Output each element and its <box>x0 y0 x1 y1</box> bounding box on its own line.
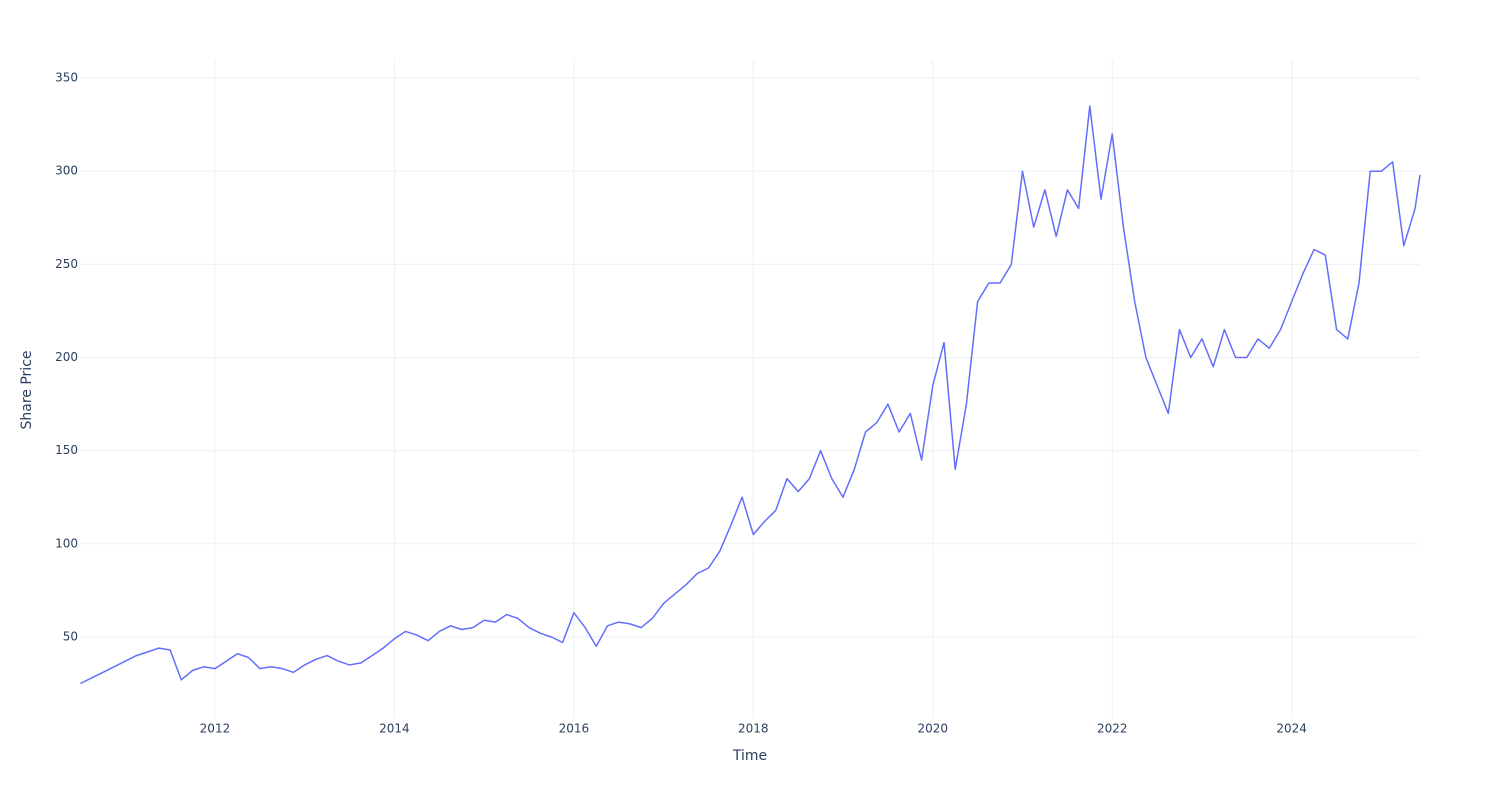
x-tick-label: 2020 <box>918 722 949 736</box>
x-tick-label: 2014 <box>379 722 410 736</box>
y-tick-label: 100 <box>55 536 78 550</box>
y-axis-title: Share Price <box>19 350 35 429</box>
x-tick-label: 2024 <box>1276 722 1307 736</box>
price-line <box>80 105 1421 685</box>
x-tick-label: 2012 <box>200 722 231 736</box>
x-axis-title: Time <box>732 748 767 764</box>
y-tick-label: 50 <box>63 629 78 643</box>
y-tick-label: 200 <box>55 350 78 364</box>
x-tick-label: 2022 <box>1097 722 1128 736</box>
x-tick-label: 2018 <box>738 722 769 736</box>
y-tick-label: 250 <box>55 257 78 271</box>
y-tick-label: 150 <box>55 443 78 457</box>
y-tick-label: 300 <box>55 164 78 178</box>
x-tick-label: 2016 <box>559 722 590 736</box>
y-tick-label: 350 <box>55 71 78 85</box>
